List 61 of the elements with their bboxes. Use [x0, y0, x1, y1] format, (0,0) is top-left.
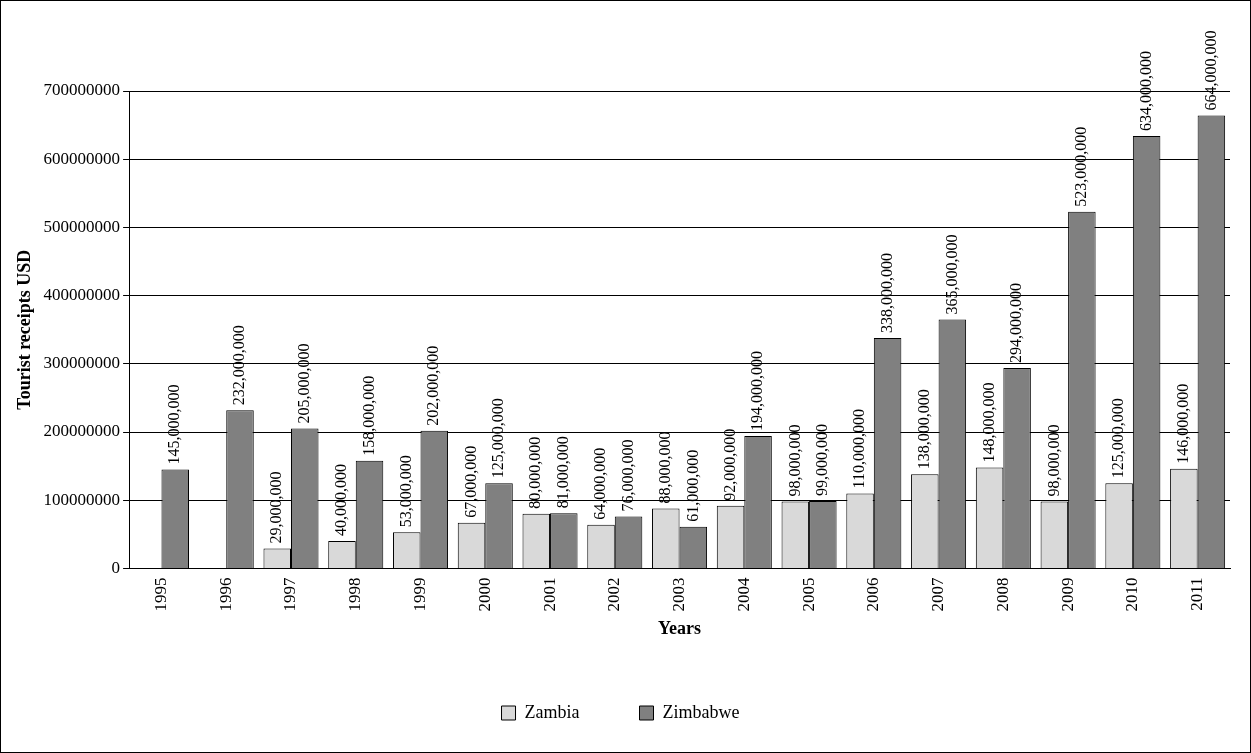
data-label: 148,000,000: [979, 382, 997, 463]
x-tick-label: 2009: [1057, 577, 1077, 612]
data-label: 110,000,000: [850, 408, 868, 489]
y-tick-label: 400000000: [43, 285, 121, 305]
x-tick-label: 2003: [669, 577, 689, 612]
y-tick-label: 100000000: [43, 489, 121, 509]
x-tick-label: 1999: [409, 577, 429, 612]
y-tick-label: 0: [111, 557, 121, 577]
x-tick-label: 1996: [215, 577, 235, 612]
x-tick-label: 2005: [798, 577, 818, 612]
data-label: 634,000,000: [1136, 51, 1154, 132]
data-label: 88,000,000: [655, 431, 673, 504]
data-label: 125,000,000: [1109, 398, 1127, 479]
x-tick-label: 2001: [539, 577, 559, 612]
data-label: 98,000,000: [1044, 424, 1062, 497]
x-tick-label: 2010: [1122, 577, 1142, 612]
data-label: 29,000,000: [267, 471, 285, 544]
data-label: 205,000,000: [294, 343, 312, 424]
y-axis-title: Tourist receipts USD: [14, 249, 35, 410]
data-label: 145,000,000: [165, 384, 183, 465]
data-label: 294,000,000: [1007, 282, 1025, 363]
x-tick-label: 1995: [150, 577, 170, 612]
x-tick-label: 2002: [604, 577, 624, 612]
x-tick-label: 2008: [992, 577, 1012, 612]
data-label: 92,000,000: [720, 428, 738, 501]
y-tick-label: 600000000: [43, 148, 121, 168]
data-label: 365,000,000: [942, 234, 960, 315]
data-label: 146,000,000: [1174, 383, 1192, 464]
data-label: 232,000,000: [230, 325, 248, 406]
x-tick-label: 2006: [863, 577, 883, 612]
legend-label: Zimbabwe: [662, 701, 740, 722]
data-label: 64,000,000: [591, 447, 609, 520]
x-tick-label: 1998: [345, 577, 365, 612]
data-label: 138,000,000: [915, 389, 933, 470]
data-label: 98,000,000: [785, 424, 803, 497]
x-tick-label: 1997: [280, 576, 300, 612]
x-tick-label: 2000: [474, 577, 494, 612]
data-label: 664,000,000: [1201, 30, 1219, 111]
x-axis-title: Years: [658, 617, 702, 638]
data-label: 80,000,000: [526, 436, 544, 509]
y-tick-label: 300000000: [43, 353, 121, 373]
data-label: 338,000,000: [877, 252, 895, 333]
y-tick-label: 200000000: [43, 421, 121, 441]
x-tick-label: 2004: [733, 576, 753, 612]
data-label: 202,000,000: [424, 345, 442, 426]
y-tick-label: 700000000: [43, 80, 121, 100]
x-tick-label: 2011: [1187, 577, 1207, 611]
data-label: 158,000,000: [359, 375, 377, 456]
x-tick-label: 2007: [928, 576, 948, 612]
data-label: 194,000,000: [748, 351, 766, 432]
data-label: 81,000,000: [554, 436, 571, 509]
y-tick-label: 500000000: [43, 216, 121, 236]
data-label: 76,000,000: [618, 439, 636, 512]
data-label: 53,000,000: [396, 455, 414, 528]
data-label: 523,000,000: [1072, 126, 1090, 207]
legend-label: Zambia: [524, 701, 580, 722]
data-label: 99,000,000: [813, 423, 831, 496]
data-label: 125,000,000: [489, 398, 507, 479]
data-label: 67,000,000: [461, 445, 479, 518]
data-label: 61,000,000: [683, 449, 701, 522]
data-label: 40,000,000: [332, 464, 350, 537]
